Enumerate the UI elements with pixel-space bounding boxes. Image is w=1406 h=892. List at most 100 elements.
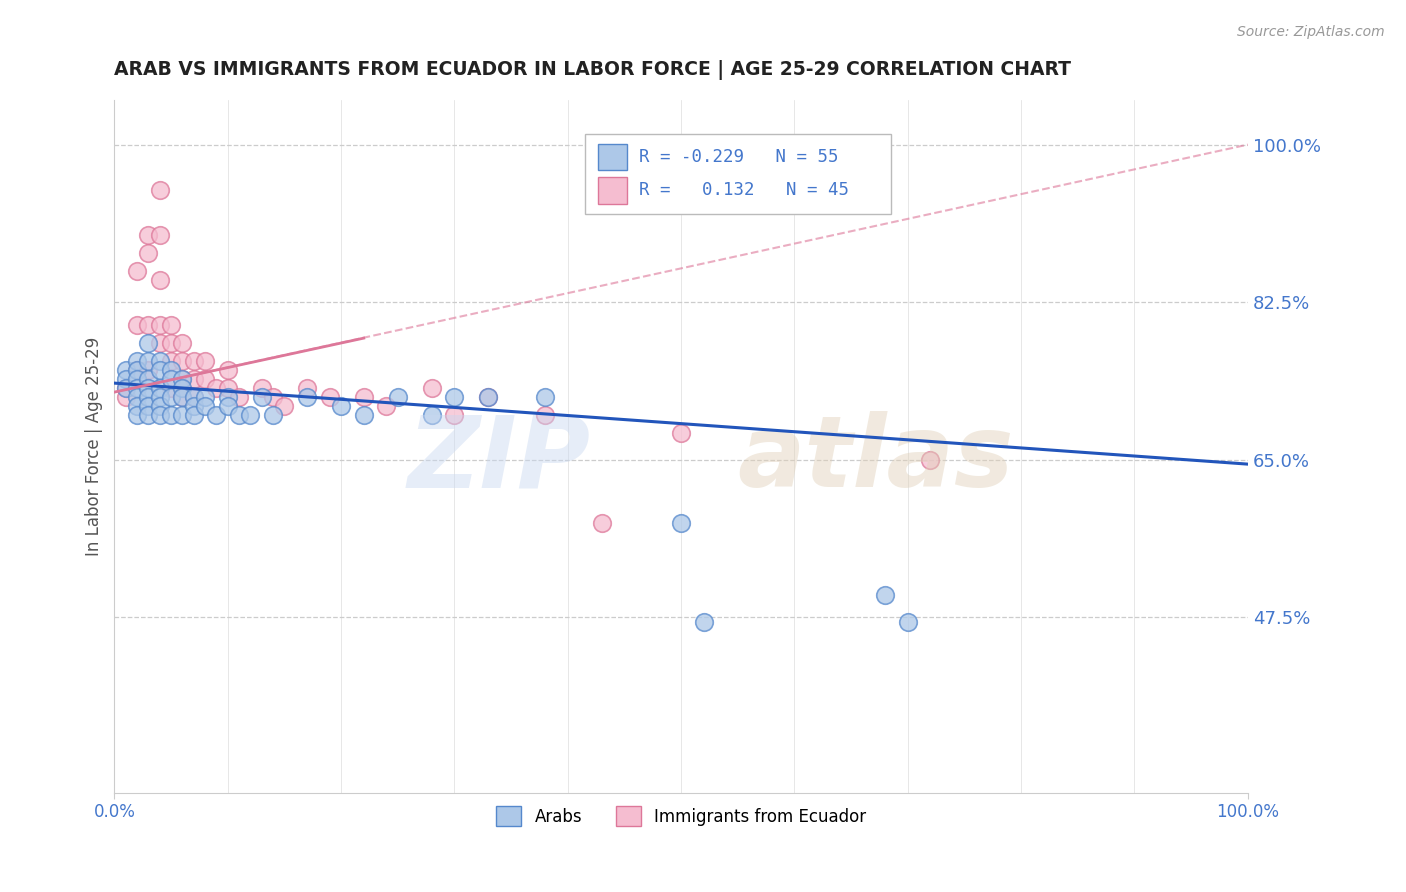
Point [172, 408, 194, 422]
Point [387, 390, 409, 404]
Point [295, 390, 318, 404]
Point [183, 353, 205, 368]
Point [114, 381, 136, 395]
Point [205, 408, 228, 422]
Point [138, 399, 160, 413]
Point [172, 335, 194, 350]
Point [125, 362, 148, 376]
Point [138, 362, 160, 376]
Point [183, 390, 205, 404]
Point [138, 353, 160, 368]
Point [125, 390, 148, 404]
Point [205, 381, 228, 395]
Point [149, 390, 172, 404]
Point [125, 362, 148, 376]
Point [125, 399, 148, 413]
Point [250, 381, 273, 395]
Point [125, 318, 148, 332]
Point [138, 245, 160, 260]
Point [138, 335, 160, 350]
Point [149, 318, 172, 332]
Point [183, 399, 205, 413]
Text: ARAB VS IMMIGRANTS FROM ECUADOR IN LABOR FORCE | AGE 25-29 CORRELATION CHART: ARAB VS IMMIGRANTS FROM ECUADOR IN LABOR… [114, 60, 1071, 79]
Point [149, 335, 172, 350]
Point [228, 390, 250, 404]
Point [669, 516, 692, 530]
Point [125, 408, 148, 422]
Point [250, 390, 273, 404]
Point [114, 381, 136, 395]
Point [149, 399, 172, 413]
Point [534, 408, 557, 422]
Text: R =   0.132   N = 45: R = 0.132 N = 45 [640, 181, 849, 200]
Point [693, 615, 716, 629]
Point [353, 408, 375, 422]
Point [125, 381, 148, 395]
Point [160, 371, 183, 385]
Point [125, 353, 148, 368]
Point [114, 362, 136, 376]
Point [183, 408, 205, 422]
Point [897, 615, 920, 629]
Point [477, 390, 499, 404]
Point [194, 371, 217, 385]
Point [172, 353, 194, 368]
Y-axis label: In Labor Force | Age 25-29: In Labor Force | Age 25-29 [86, 336, 103, 556]
Point [262, 408, 284, 422]
Point [217, 362, 239, 376]
Point [420, 408, 443, 422]
Point [172, 381, 194, 395]
Point [217, 390, 239, 404]
Point [375, 399, 398, 413]
Point [194, 390, 217, 404]
Point [319, 390, 342, 404]
Point [875, 588, 897, 602]
Point [443, 390, 465, 404]
Point [183, 390, 205, 404]
Point [114, 371, 136, 385]
Text: ZIP: ZIP [408, 411, 591, 508]
Point [295, 381, 318, 395]
Point [149, 362, 172, 376]
Legend: Arabs, Immigrants from Ecuador: Arabs, Immigrants from Ecuador [489, 799, 873, 833]
Point [669, 425, 692, 440]
Point [125, 371, 148, 385]
Point [138, 318, 160, 332]
Point [920, 452, 942, 467]
Point [353, 390, 375, 404]
Bar [599, 144, 627, 170]
Point [217, 381, 239, 395]
Point [114, 390, 136, 404]
Point [420, 381, 443, 395]
Point [194, 353, 217, 368]
Point [138, 371, 160, 385]
Point [330, 399, 353, 413]
Point [138, 390, 160, 404]
Point [239, 408, 262, 422]
Point [149, 272, 172, 286]
Point [262, 390, 284, 404]
Point [125, 263, 148, 277]
Bar [585, 135, 891, 214]
Point [534, 390, 557, 404]
Point [160, 381, 183, 395]
Point [149, 227, 172, 242]
Point [160, 335, 183, 350]
Text: Source: ZipAtlas.com: Source: ZipAtlas.com [1237, 25, 1385, 39]
Point [138, 381, 160, 395]
Point [477, 390, 499, 404]
Point [443, 408, 465, 422]
Point [149, 381, 172, 395]
Point [160, 362, 183, 376]
Point [591, 516, 613, 530]
Text: R = -0.229   N = 55: R = -0.229 N = 55 [640, 148, 839, 166]
Point [194, 399, 217, 413]
Point [160, 408, 183, 422]
Point [160, 390, 183, 404]
Point [149, 408, 172, 422]
Point [160, 353, 183, 368]
Point [172, 390, 194, 404]
Point [228, 408, 250, 422]
Point [273, 399, 295, 413]
Point [160, 318, 183, 332]
